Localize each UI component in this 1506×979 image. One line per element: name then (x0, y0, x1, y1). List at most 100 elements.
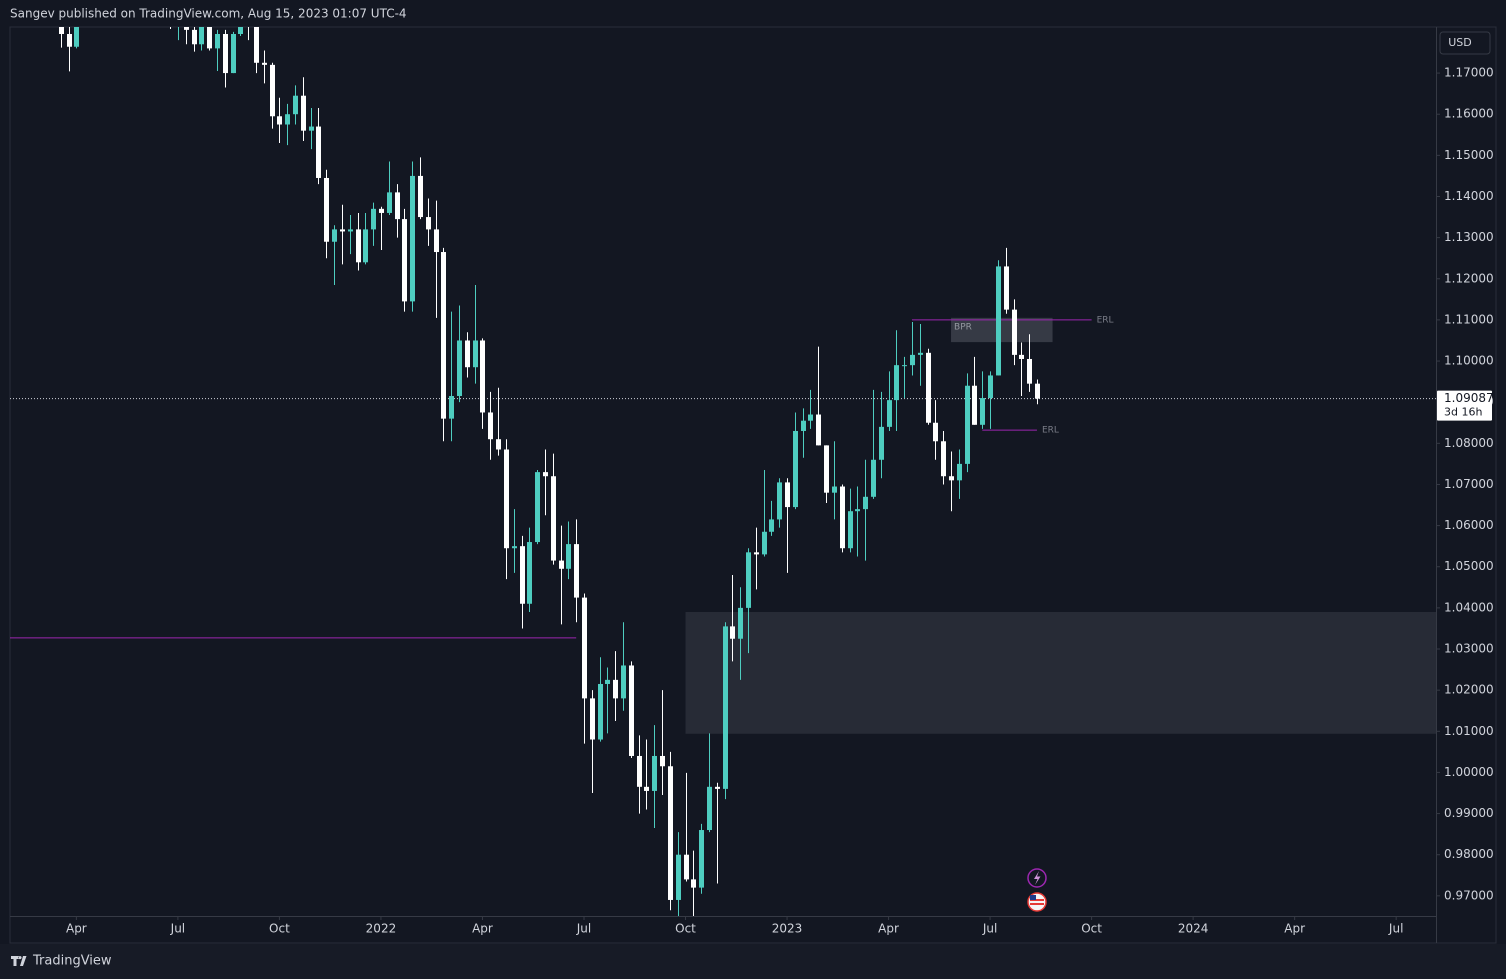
y-tick-label: 0.97000 (1444, 888, 1494, 902)
y-tick-label: 1.02000 (1444, 683, 1494, 697)
candle-body (894, 365, 899, 401)
y-tick-label: 1.05000 (1444, 559, 1494, 573)
y-tick-label: 1.16000 (1444, 107, 1494, 121)
candle-body (363, 229, 368, 263)
candle-body (941, 441, 946, 477)
candle-body (871, 459, 876, 497)
candle-body (231, 33, 236, 74)
candle-body (965, 385, 970, 464)
x-tick-label: Jul (1388, 922, 1403, 936)
candle-body (762, 531, 767, 555)
candle-body (598, 683, 603, 740)
candle-body (543, 472, 548, 477)
footer-brand: TradingView (32, 954, 112, 969)
candle-body (457, 340, 462, 397)
x-tick-label: Apr (66, 922, 87, 936)
candle-body (473, 340, 478, 368)
candle-body (410, 175, 415, 302)
candle-body (184, 27, 189, 30)
candle-body (840, 486, 845, 549)
candle-body (574, 544, 579, 598)
candle-body (426, 217, 431, 230)
candle-body (324, 177, 329, 242)
x-tick-label: Jul (982, 922, 997, 936)
y-tick-label: 1.03000 (1444, 642, 1494, 656)
candle-body (769, 519, 774, 532)
candle-body (582, 597, 587, 699)
candle-body (808, 414, 813, 421)
zone (685, 611, 1436, 734)
x-tick-label: Oct (1081, 922, 1102, 936)
y-tick-label: 1.12000 (1444, 271, 1494, 285)
candle-body (644, 786, 649, 791)
candle-body (738, 607, 743, 639)
candle-body (777, 482, 782, 520)
candle-body (192, 29, 197, 45)
candle-body (301, 95, 306, 131)
x-tick-label: Apr (878, 922, 899, 936)
x-tick-label: 2024 (1178, 922, 1209, 936)
candle-body (660, 755, 665, 767)
candle-body (215, 33, 220, 49)
x-tick-label: Jul (170, 922, 185, 936)
header-text: Sangev published on TradingView.com, Aug… (10, 7, 407, 21)
y-tick-label: 0.99000 (1444, 806, 1494, 820)
y-tick-label: 1.04000 (1444, 600, 1494, 614)
candle-body (621, 665, 626, 699)
level-label: ERL (1097, 315, 1114, 325)
candle-body (957, 463, 962, 481)
candle-body (793, 430, 798, 508)
candle-body (238, 27, 243, 34)
y-tick-label: 1.11000 (1444, 312, 1494, 326)
x-tick-label: 2022 (366, 922, 397, 936)
currency-button[interactable] (1439, 31, 1491, 55)
candle-body (488, 412, 493, 440)
candle-body (59, 27, 64, 34)
candle-body (887, 400, 892, 427)
candle-body (754, 552, 759, 555)
candle-body (293, 95, 298, 115)
tradingview-logo (11, 956, 27, 966)
event-icon[interactable] (1027, 868, 1047, 888)
candle-body (566, 544, 571, 569)
candle-body (285, 114, 290, 125)
candle-body (402, 219, 407, 302)
candle-body (972, 385, 977, 425)
candle-body (449, 396, 454, 419)
candle-body (746, 552, 751, 608)
candle-body (262, 62, 267, 65)
x-tick-label: Oct (269, 922, 290, 936)
candle-body (1012, 309, 1017, 355)
candle-body (559, 560, 564, 569)
candle-body (652, 755, 657, 791)
zone (951, 317, 1053, 343)
candle-body (332, 229, 337, 242)
y-tick-label: 1.13000 (1444, 230, 1494, 244)
candle-body (418, 175, 423, 218)
plot-area: BPR ERL ERL (10, 27, 1436, 916)
candle-body (512, 546, 517, 549)
candle-body (74, 27, 79, 47)
y-tick-label: 1.14000 (1444, 189, 1494, 203)
zone-label: BPR (954, 322, 972, 332)
candle-body (535, 472, 540, 543)
candle-body (848, 511, 853, 549)
candle-body (980, 398, 985, 425)
candle-body (996, 266, 1001, 376)
x-tick-label: Apr (1284, 922, 1305, 936)
candle-body (684, 854, 689, 880)
candle-body (223, 33, 228, 74)
candle-body (1027, 358, 1032, 384)
level-label: ERL (1042, 426, 1059, 436)
candle-body (668, 766, 673, 900)
candle-body (504, 449, 509, 549)
candle-body (395, 192, 400, 220)
candle-body (199, 27, 204, 45)
flag-icon[interactable] (1027, 892, 1047, 912)
candle-body (207, 27, 212, 49)
candle-body (676, 854, 681, 900)
candle-body (723, 626, 728, 789)
chart-panel (9, 26, 1497, 944)
